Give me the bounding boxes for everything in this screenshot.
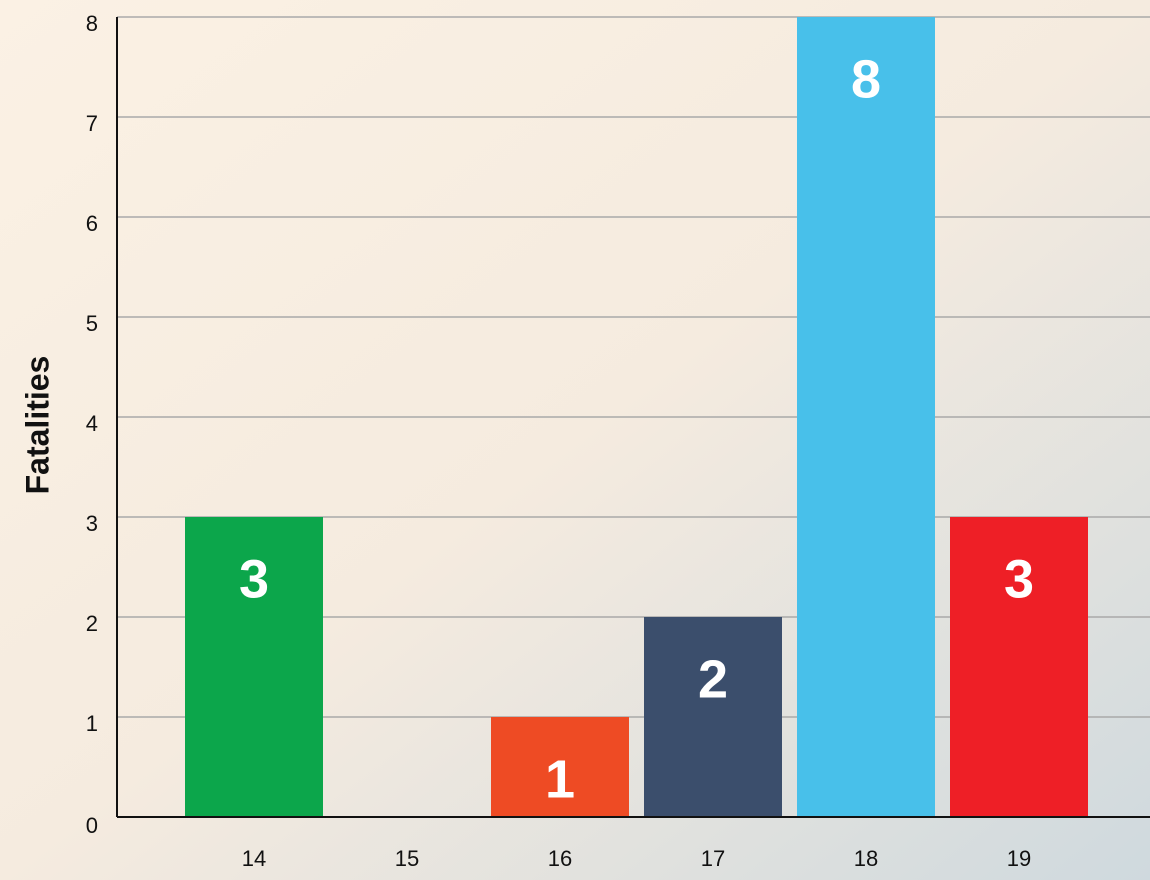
- x-tick-label: 16: [548, 846, 572, 871]
- y-tick-label: 2: [86, 611, 98, 636]
- x-tick-label: 14: [242, 846, 266, 871]
- y-tick-label: 4: [86, 411, 98, 436]
- y-tick-label: 1: [86, 711, 98, 736]
- y-axis-title: Fatalities: [19, 356, 55, 495]
- y-tick-label: 6: [86, 211, 98, 236]
- y-tick-label: 0: [86, 813, 98, 838]
- y-tick-label: 3: [86, 511, 98, 536]
- y-tick-label: 8: [86, 11, 98, 36]
- y-tick-label: 5: [86, 311, 98, 336]
- bar: [185, 517, 323, 817]
- x-tick-label: 18: [854, 846, 878, 871]
- bar: [797, 17, 935, 817]
- data-label: 1: [545, 749, 575, 809]
- x-tick-label: 19: [1007, 846, 1031, 871]
- data-label: 3: [1004, 549, 1034, 609]
- bar: [491, 717, 629, 817]
- data-label: 2: [698, 649, 728, 709]
- data-label: 3: [239, 549, 269, 609]
- bar: [950, 517, 1088, 817]
- x-tick-label: 15: [395, 846, 419, 871]
- x-tick-label: 17: [701, 846, 725, 871]
- bar: [644, 617, 782, 817]
- y-tick-label: 7: [86, 111, 98, 136]
- data-label: 8: [851, 49, 881, 109]
